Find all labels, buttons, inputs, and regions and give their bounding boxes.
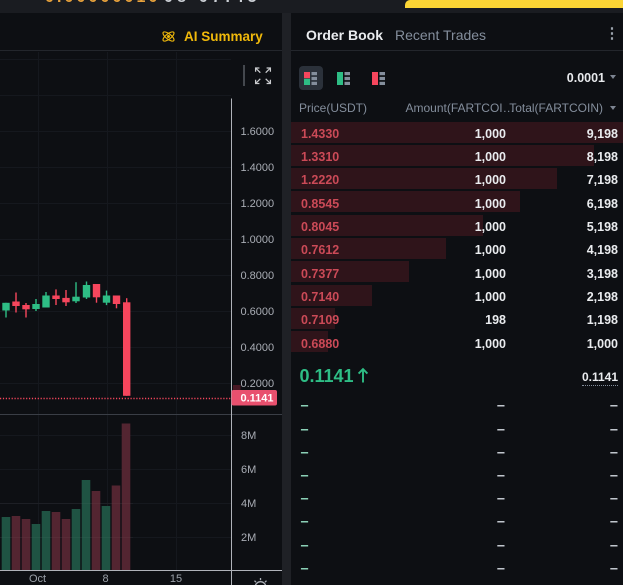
svg-text:8: 8 [102, 573, 108, 585]
svg-text:1.0000: 1.0000 [241, 234, 275, 246]
svg-text:2M: 2M [241, 532, 256, 544]
svg-text:0.1141: 0.1141 [241, 393, 274, 405]
svg-text:0.2000: 0.2000 [241, 378, 275, 390]
svg-text:6M: 6M [241, 464, 256, 476]
svg-text:Oct: Oct [29, 573, 46, 585]
svg-text:15: 15 [170, 573, 182, 585]
svg-text:0.4000: 0.4000 [241, 342, 275, 354]
svg-text:0.6000: 0.6000 [241, 306, 275, 318]
svg-text:0.8000: 0.8000 [241, 270, 275, 282]
svg-text:4M: 4M [241, 498, 256, 510]
svg-text:1.4000: 1.4000 [241, 162, 275, 174]
svg-text:1.6000: 1.6000 [241, 126, 275, 138]
svg-text:1.2000: 1.2000 [241, 198, 275, 210]
svg-text:8M: 8M [241, 430, 256, 442]
